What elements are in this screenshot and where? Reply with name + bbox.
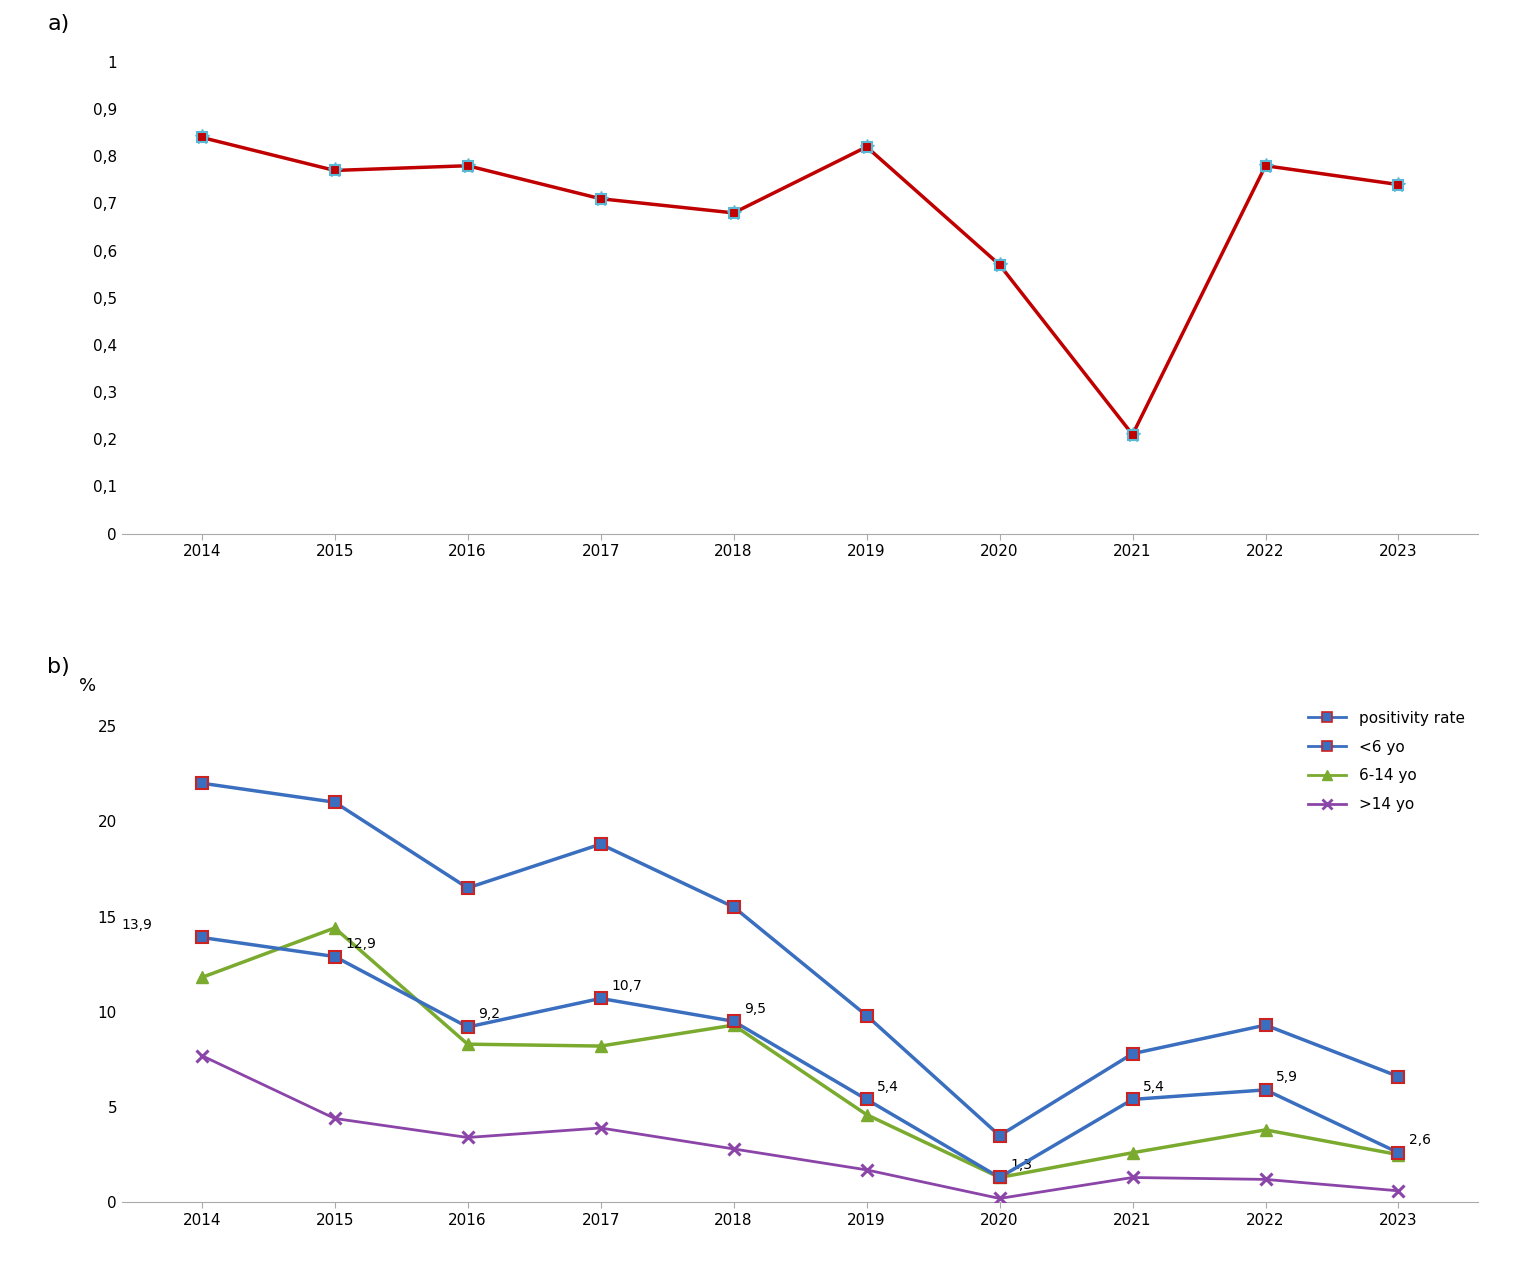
Text: 5,9: 5,9	[1276, 1071, 1298, 1085]
Text: 13,9: 13,9	[122, 918, 152, 932]
Text: 9,2: 9,2	[479, 1008, 500, 1022]
Legend: positivity rate, <6 yo, 6-14 yo, >14 yo: positivity rate, <6 yo, 6-14 yo, >14 yo	[1301, 705, 1471, 819]
Text: %: %	[79, 678, 96, 696]
Text: a): a)	[47, 14, 70, 33]
Text: 1,3: 1,3	[1010, 1157, 1032, 1172]
Text: 12,9: 12,9	[346, 936, 376, 950]
Text: 2,6: 2,6	[1410, 1133, 1431, 1147]
Text: b): b)	[47, 657, 70, 678]
Text: 10,7: 10,7	[611, 978, 642, 993]
Text: 5,4: 5,4	[1143, 1079, 1164, 1094]
Text: 5,4: 5,4	[878, 1079, 899, 1094]
Text: 9,5: 9,5	[744, 1001, 767, 1016]
